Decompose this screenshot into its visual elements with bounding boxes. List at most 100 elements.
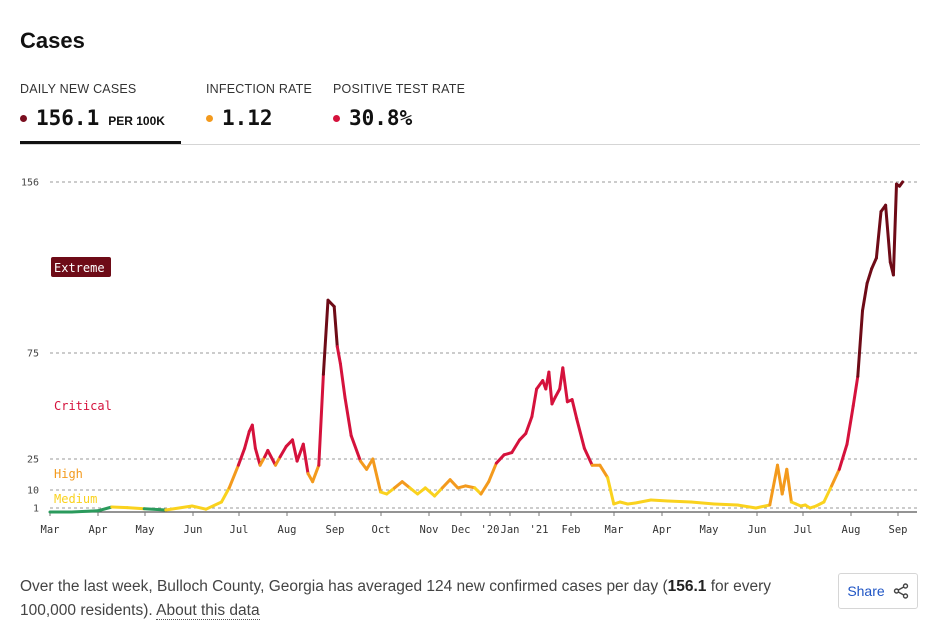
series-segment <box>349 434 362 463</box>
series-segment <box>633 498 653 505</box>
metric-value: 30.8% <box>349 106 413 130</box>
x-tick-label: Sep <box>326 524 345 536</box>
series-segment <box>510 438 522 455</box>
x-tick-label: Jul <box>230 524 249 536</box>
series-segment <box>338 362 347 399</box>
y-tick-label: 25 <box>27 455 39 466</box>
series-segment <box>845 404 855 446</box>
series-segment <box>359 459 369 471</box>
series-segment <box>561 366 569 404</box>
metric-tabs: DAILY NEW CASES 156.1 PER 100K INFECTION… <box>20 82 920 145</box>
series-segment <box>291 438 299 463</box>
x-tick-label: Mar <box>41 524 60 536</box>
critical-zone-label: Critical <box>54 399 112 413</box>
series-segment <box>865 267 874 285</box>
series-segment <box>598 463 610 480</box>
series-segment <box>785 467 793 504</box>
series-segment <box>343 396 353 438</box>
series-segment <box>530 387 539 419</box>
x-tick-label: Mar <box>605 524 624 536</box>
series-segment <box>494 453 506 465</box>
series-segment <box>400 480 412 490</box>
high-zone-label: High <box>54 467 83 481</box>
tab-positive-test-rate[interactable]: POSITIVE TEST RATE 30.8% <box>333 82 473 144</box>
tab-infection-rate[interactable]: INFECTION RATE 1.12 <box>206 82 316 144</box>
series-segment <box>220 486 231 504</box>
series-segment <box>851 374 860 408</box>
series-segment <box>190 504 208 511</box>
series-segment <box>861 281 869 313</box>
series-segment <box>524 415 534 436</box>
x-tick-label: Oct <box>372 524 391 536</box>
series-segment <box>464 484 477 490</box>
dot-icon <box>206 115 213 122</box>
y-tick-label: 75 <box>27 349 39 360</box>
series-segment <box>830 467 841 488</box>
series-segment <box>553 387 562 399</box>
x-tick-label: '21 <box>530 524 549 536</box>
cases-chart: 1 10 25 75 156 Mar Apr May Jun Jul Aug Sep Oct Nov Dec… <box>21 178 917 536</box>
metric-label: INFECTION RATE <box>206 82 313 96</box>
series-segment <box>570 398 579 421</box>
x-tick-label: Apr <box>89 524 108 536</box>
x-tick-label: Aug <box>842 524 861 536</box>
dot-icon <box>333 115 340 122</box>
series-segment <box>649 498 670 503</box>
series-segment <box>164 504 194 512</box>
series-segment <box>317 372 325 467</box>
x-tick-label: Nov <box>420 524 439 536</box>
series-segment <box>385 486 396 496</box>
x-tick-label: May <box>136 524 155 536</box>
series-segment <box>125 506 146 511</box>
series-segment <box>227 463 240 490</box>
footnote-text: Over the last week, Bulloch County, Geor… <box>20 578 668 595</box>
share-button[interactable]: Share <box>838 573 918 609</box>
tab-daily-new-cases[interactable]: DAILY NEW CASES 156.1 PER 100K <box>20 82 181 144</box>
series-segment <box>822 484 834 504</box>
share-label: Share <box>847 583 885 599</box>
x-tick-label: Dec <box>452 524 471 536</box>
series-segment <box>712 502 739 507</box>
series-segment <box>393 480 404 490</box>
series-segment <box>776 463 784 496</box>
series-segment <box>423 486 437 498</box>
metric-value: 1.12 <box>222 106 273 130</box>
series-segment <box>448 478 460 490</box>
series-segment <box>332 305 339 349</box>
series-segment <box>236 446 247 467</box>
series-segment <box>258 455 267 467</box>
dot-icon <box>20 115 27 122</box>
medium-zone-label: Medium <box>54 492 97 506</box>
series-segment <box>689 500 716 506</box>
series-segment <box>371 457 383 494</box>
series-segment <box>856 309 864 378</box>
series-segment <box>433 486 444 498</box>
series-segment <box>547 370 554 406</box>
series-segment <box>70 509 100 514</box>
series-segment <box>837 442 849 471</box>
series-segment <box>278 444 288 459</box>
series-segment <box>110 505 129 510</box>
series-segment <box>321 298 330 376</box>
series-segment <box>575 417 586 450</box>
x-tick-label: Apr <box>653 524 672 536</box>
series-segment <box>870 256 878 271</box>
series-segment <box>582 446 594 467</box>
series-segment <box>250 423 257 450</box>
y-tick-label: 156 <box>21 178 39 189</box>
series-segment <box>735 503 758 510</box>
series-segment <box>891 182 898 277</box>
footnote: Over the last week, Bulloch County, Geor… <box>20 575 810 623</box>
x-tick-label: May <box>700 524 719 536</box>
about-data-link[interactable]: About this data <box>156 602 260 620</box>
series-segment <box>768 463 779 507</box>
series-segment <box>487 461 498 484</box>
x-tick-label: Jun <box>748 524 767 536</box>
footnote-highlight: 156.1 <box>667 578 707 595</box>
x-tick-label: Jun <box>184 524 203 536</box>
x-tick-label: Jan <box>501 524 520 536</box>
series-segment <box>606 476 616 506</box>
series-segment <box>274 455 282 467</box>
x-tick-label: '20 <box>481 524 500 536</box>
y-tick-label: 10 <box>27 486 39 497</box>
